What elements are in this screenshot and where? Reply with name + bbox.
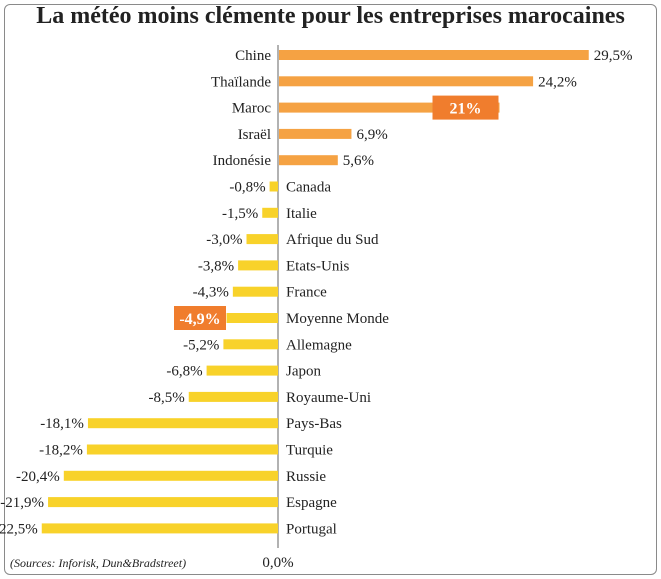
bar-japon [206, 365, 278, 376]
bar-etats-unis [238, 260, 278, 271]
category-label-israel: Israël [238, 127, 271, 143]
category-label-pays-bas: Pays-Bas [286, 416, 342, 432]
bar-portugal [41, 523, 278, 534]
bar-chine [279, 50, 589, 60]
category-label-thailande: Thaïlande [211, 74, 271, 90]
highlight-box-maroc [432, 95, 499, 120]
category-label-espagne: Espagne [286, 495, 337, 511]
bar-russie [63, 470, 278, 481]
value-label-pays-bas: -18,1% [40, 416, 84, 432]
value-label-italie: -1,5% [222, 206, 258, 222]
bar-indonesie [279, 155, 338, 166]
value-label-france: -4,3% [193, 285, 229, 301]
category-label-maroc: Maroc [232, 101, 271, 117]
value-label-russie: -20,4% [16, 469, 60, 485]
bar-royaume-uni [188, 391, 278, 402]
value-label-japon: -6,8% [166, 364, 202, 380]
category-label-italie: Italie [286, 206, 317, 222]
value-label-royaume-uni: -8,5% [149, 390, 185, 406]
bar-maroc [279, 102, 500, 113]
value-label-chine: 29,5% [594, 48, 633, 64]
category-label-russie: Russie [286, 469, 326, 485]
category-label-afrique-du-sud: Afrique du Sud [286, 232, 379, 248]
category-label-chine: Chine [235, 48, 271, 64]
value-label-espagne: -21,9% [0, 495, 44, 511]
bar-allemagne [223, 339, 278, 350]
bar-israel [279, 128, 352, 139]
zero-tick-label: 0,0% [262, 555, 293, 571]
bar-turquie [86, 444, 279, 455]
bar-thailande [279, 76, 534, 87]
category-label-turquie: Turquie [286, 443, 333, 459]
category-label-moyenne-monde: Moyenne Monde [286, 311, 389, 327]
bar-moyenne-monde [226, 313, 278, 323]
bar-italie [262, 207, 278, 218]
bar-espagne [48, 497, 278, 508]
category-label-portugal: Portugal [286, 521, 337, 537]
category-label-canada: Canada [286, 180, 331, 196]
source-note: (Sources: Inforisk, Dun&Bradstreet) [10, 556, 187, 570]
value-label-portugal: -22,5% [0, 521, 38, 537]
value-label-allemagne: -5,2% [183, 337, 219, 353]
bar-france [232, 286, 278, 297]
category-label-etats-unis: Etats-Unis [286, 258, 349, 274]
value-label-maroc: 21% [450, 101, 482, 118]
bar-pays-bas [87, 418, 278, 429]
category-label-indonesie: Indonésie [213, 153, 272, 169]
value-label-indonesie: 5,6% [343, 153, 374, 169]
value-label-afrique-du-sud: -3,0% [206, 232, 242, 248]
value-label-israel: 6,9% [356, 127, 387, 143]
bar-afrique-du-sud [246, 234, 278, 245]
category-label-allemagne: Allemagne [286, 337, 352, 353]
category-label-japon: Japon [286, 364, 321, 380]
value-label-canada: -0,8% [229, 180, 265, 196]
value-label-etats-unis: -3,8% [198, 258, 234, 274]
highlight-box-moyenne-monde [174, 306, 226, 330]
chart-title: La météo moins clémente pour les entrepr… [36, 3, 625, 29]
bar-canada [269, 181, 278, 192]
category-label-royaume-uni: Royaume-Uni [286, 390, 371, 406]
category-label-france: France [286, 285, 327, 301]
value-label-thailande: 24,2% [538, 74, 577, 90]
value-label-moyenne-monde: -4,9% [179, 311, 220, 328]
value-label-turquie: -18,2% [39, 443, 83, 459]
